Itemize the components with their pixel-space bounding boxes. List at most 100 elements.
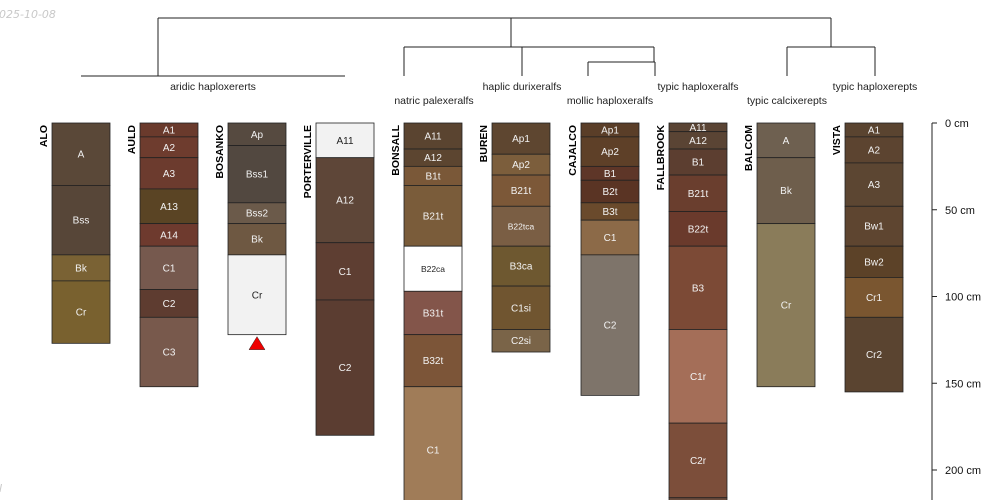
profile-fallbrook: A11 A12 B1 B21t B22t B3 C1r C2r FALLBROOK: [655, 122, 728, 500]
profile-name: BONSALL: [390, 124, 402, 175]
horizon-label: C2: [163, 299, 176, 310]
horizon-label: Bss1: [246, 170, 269, 181]
horizon-balcom-bk: [756, 157, 816, 225]
horizon-label: B21t: [423, 211, 444, 222]
depth-tick-label: 200 cm: [945, 465, 981, 477]
horizon-cajalco-ap2: [580, 136, 640, 167]
depth-tick-label: 150 cm: [945, 378, 981, 390]
horizon-buren-c2si: [491, 329, 551, 353]
horizon-label: B31t: [423, 308, 444, 319]
profile-name: BOSANKO: [214, 125, 226, 179]
horizon-bonsall-c1: [403, 386, 463, 500]
horizon-label: Bw1: [864, 222, 884, 233]
profile-balcom: A Bk Cr BALCOM: [743, 122, 816, 388]
horizon-bosanko-bss1: [227, 145, 287, 204]
horizon-label: A1: [868, 125, 881, 136]
horizon-cajalco-c2: [580, 254, 640, 396]
horizon-label: Bw2: [864, 257, 884, 268]
horizon-label: Bk: [780, 186, 793, 197]
horizon-vista-bw2: [844, 245, 904, 278]
horizon-label: C2r: [690, 456, 707, 467]
horizon-porterville-a12: [315, 157, 375, 244]
horizon-label: Ap: [251, 130, 264, 141]
horizon-alo-bk: [51, 254, 111, 282]
horizon-buren-b3ca: [491, 245, 551, 287]
horizon-label: Bss2: [246, 209, 269, 220]
profile-name: PORTERVILLE: [302, 125, 314, 198]
profile-name: CAJALCO: [567, 125, 579, 176]
group-label-typic-haploxeralfs: typic haploxeralfs: [657, 81, 738, 93]
horizon-vista-a3: [844, 162, 904, 207]
footer-fragment: ll: [0, 482, 2, 495]
horizon-label: C1: [427, 446, 440, 457]
horizon-label: C1: [339, 267, 352, 278]
horizon-label: B21t: [688, 189, 709, 200]
horizon-label: Cr: [252, 290, 263, 301]
profile-vista: A1 A2 A3 Bw1 Bw2 Cr1 Cr2 VISTA: [831, 122, 904, 393]
horizon-label: A2: [868, 145, 881, 156]
horizon-bonsall-b22ca: [403, 245, 463, 292]
horizon-buren-c1si: [491, 285, 551, 330]
horizon-label: A3: [868, 180, 881, 191]
profile-name: VISTA: [831, 125, 843, 156]
horizon-label: A14: [160, 230, 178, 241]
profile-cajalco: Ap1 Ap2 B1 B2t B3t C1 C2 CAJALCO: [567, 122, 640, 396]
horizon-label: C3: [163, 348, 176, 359]
profile-buren: Ap1 Ap2 B21t B22tca B3ca C1si C2si BUREN: [478, 122, 551, 353]
horizon-label: Bk: [75, 263, 88, 274]
horizon-bosanko-bk: [227, 223, 287, 256]
horizon-label: A11: [336, 136, 353, 147]
horizon-label: A1: [163, 125, 176, 136]
group-label-aridic-haploxererts: aridic haploxererts: [170, 81, 256, 93]
horizon-bonsall-a11: [403, 122, 463, 150]
horizon-label: C1r: [690, 372, 707, 383]
horizon-label: Cr2: [866, 350, 883, 361]
horizon-buren-ap1: [491, 122, 551, 155]
horizon-alo-cr: [51, 280, 111, 344]
horizon-alo-a: [51, 122, 111, 186]
horizon-label: A: [78, 150, 85, 161]
profile-name: ALO: [38, 125, 50, 147]
horizon-label: Ap1: [601, 125, 619, 136]
horizon-label: B22t: [688, 224, 709, 235]
horizon-auld-a13: [139, 188, 199, 225]
horizon-label: B1: [604, 169, 617, 180]
horizon-vista-cr2: [844, 316, 904, 393]
horizon-porterville-c2: [315, 299, 375, 436]
group-label-natric-palexeralfs: natric palexeralfs: [394, 95, 473, 107]
group-label-mollic-haploxeralfs: mollic haploxeralfs: [567, 95, 653, 107]
horizon-bonsall-b32t: [403, 334, 463, 388]
profile-name: AULD: [126, 125, 138, 155]
horizon-label: Bss: [73, 216, 90, 227]
horizon-label: B22ca: [421, 264, 445, 274]
horizon-porterville-a11: [315, 122, 375, 159]
horizon-label: Bk: [251, 235, 264, 246]
horizon-label: Ap2: [601, 147, 619, 158]
profile-porterville: A11 A12 C1 C2 PORTERVILLE: [302, 122, 375, 436]
horizon-label: C1si: [511, 303, 531, 314]
date-stamp: 2025-10-08: [0, 8, 56, 21]
horizon-label: B2t: [602, 187, 617, 198]
horizon-label: Cr: [76, 308, 87, 319]
horizon-label: Cr: [781, 301, 792, 312]
horizon-cajalco-c1: [580, 219, 640, 256]
horizon-label: C2si: [511, 336, 531, 347]
truncation-marker: [248, 336, 266, 350]
horizon-bosanko-cr: [227, 254, 287, 336]
horizon-label: Ap2: [512, 160, 530, 171]
horizon-fallbrook-b3: [668, 245, 728, 330]
horizon-bonsall-b21t: [403, 185, 463, 247]
horizon-label: A11: [689, 123, 706, 134]
horizon-label: Cr1: [866, 293, 883, 304]
horizon-label: B3t: [602, 207, 617, 218]
profile-bonsall: A11 A12 B1t B21t B22ca B31t B32t C1 BONSALL: [390, 122, 463, 500]
horizon-porterville-c1: [315, 242, 375, 301]
horizon-fallbrook-c2r: [668, 422, 728, 499]
group-label-typic-haploxerepts: typic haploxerepts: [833, 81, 918, 93]
profiles: A Bss Bk Cr ALO A1 A2 A3 A13 A14 C1 C2 C3 AULD Ap Bss1 B…: [38, 122, 904, 500]
horizon-label: B32t: [423, 356, 444, 367]
group-labels: aridic haploxererts natric palexeralfs hap…: [170, 81, 917, 107]
horizon-label: B21t: [511, 186, 532, 197]
depth-tick-label: 0 cm: [945, 118, 969, 130]
horizon-label: C1: [163, 263, 176, 274]
